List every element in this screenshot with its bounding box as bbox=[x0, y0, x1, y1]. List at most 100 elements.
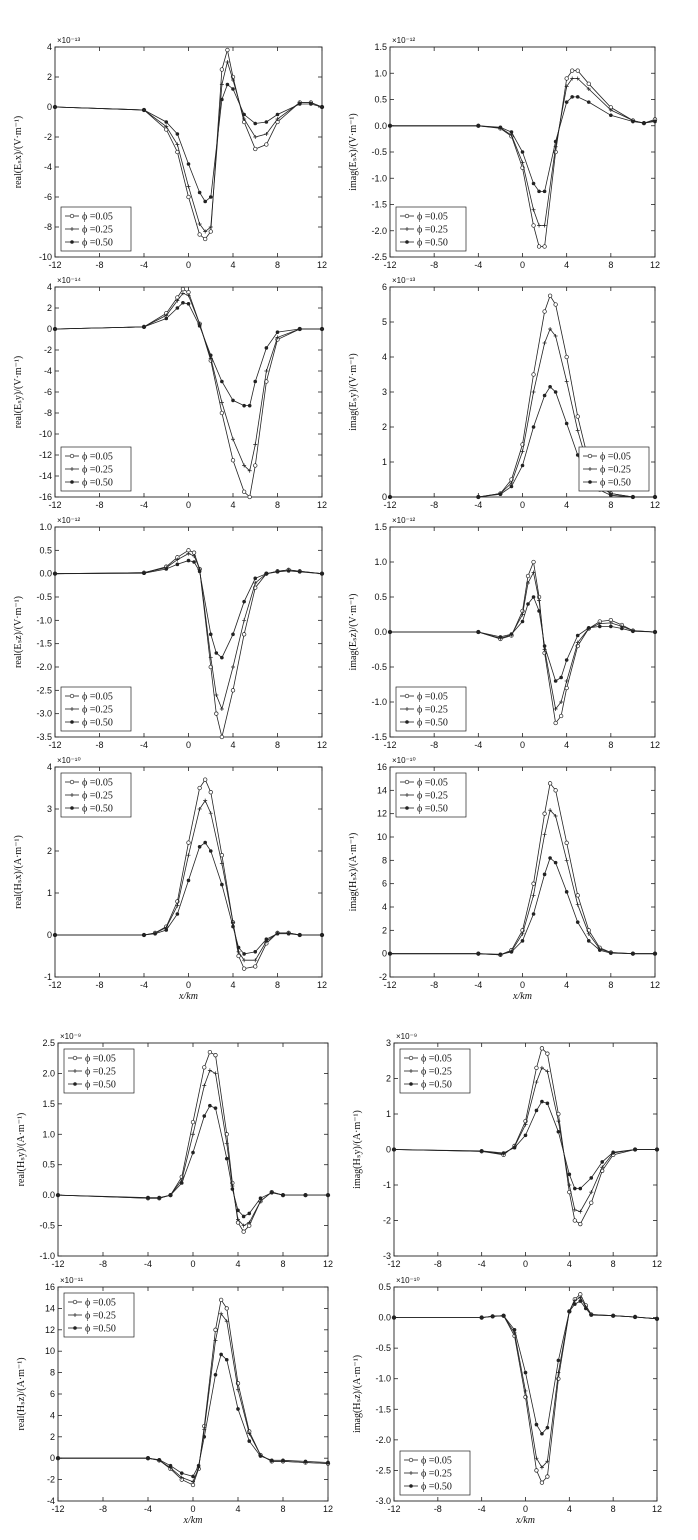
data-point bbox=[275, 335, 280, 340]
data-point bbox=[653, 630, 657, 634]
data-point bbox=[586, 100, 591, 104]
data-point bbox=[539, 1480, 545, 1485]
x-tick-label: -4 bbox=[474, 740, 482, 750]
y-tick-label: 4 bbox=[382, 352, 387, 362]
y-tick-label: 0.5 bbox=[42, 1160, 55, 1170]
data-point bbox=[197, 845, 202, 849]
data-point bbox=[534, 1108, 539, 1113]
data-point bbox=[241, 1223, 246, 1228]
data-point bbox=[545, 1069, 550, 1074]
x-tick-label: 4 bbox=[235, 1504, 240, 1514]
data-point bbox=[231, 87, 235, 91]
series-line-2 bbox=[54, 292, 322, 472]
chart-panel-11: -4 -2 0 2 4 6 8 10 12 14 16 -12 -8 -4 0 4 8 12 ×10⁻¹¹ real(… bbox=[16, 1276, 333, 1526]
x-tick-label: 12 bbox=[317, 740, 327, 750]
data-point bbox=[520, 931, 525, 936]
data-point bbox=[213, 1071, 218, 1076]
legend-label: ϕ =0.25 bbox=[417, 225, 448, 236]
data-point bbox=[479, 1149, 484, 1153]
y-tick-label: 1.0 bbox=[374, 557, 387, 567]
x-tick-label: 0 bbox=[186, 980, 191, 990]
data-point bbox=[225, 60, 230, 64]
x-axis-label: x/km bbox=[515, 1515, 535, 1526]
legend-marker bbox=[588, 467, 592, 471]
data-point bbox=[542, 244, 547, 249]
data-point bbox=[575, 95, 580, 99]
data-point bbox=[536, 244, 542, 249]
data-point bbox=[509, 950, 514, 954]
x-tick-label: -12 bbox=[383, 260, 396, 270]
data-point bbox=[197, 190, 202, 195]
y-tick-label: 2.0 bbox=[42, 1068, 55, 1078]
data-point bbox=[553, 139, 558, 144]
data-point bbox=[567, 1183, 572, 1187]
data-point bbox=[597, 624, 602, 629]
y-axis-label: imag(Hₛz)/(A·m⁻¹) bbox=[352, 1355, 363, 1433]
y-tick-label: 0 bbox=[47, 930, 52, 940]
data-point bbox=[578, 1186, 583, 1191]
y-tick-label: -6 bbox=[44, 192, 52, 202]
data-point bbox=[179, 1475, 184, 1480]
data-point bbox=[242, 599, 246, 604]
x-tick-label: -8 bbox=[430, 980, 438, 990]
data-point bbox=[142, 933, 146, 937]
data-point bbox=[220, 655, 224, 660]
data-point bbox=[164, 313, 169, 318]
legend: ϕ =0.05 ϕ =0.25 ϕ =0.50 bbox=[399, 1450, 471, 1496]
y-tick-label: 1.0 bbox=[374, 68, 387, 78]
x-tick-label: -8 bbox=[95, 500, 103, 510]
data-point bbox=[388, 123, 392, 128]
data-point bbox=[547, 293, 553, 298]
x-tick-label: 4 bbox=[564, 500, 569, 510]
x-tick-label: 12 bbox=[323, 1259, 333, 1269]
data-point bbox=[542, 811, 547, 816]
data-point bbox=[531, 559, 536, 565]
data-point bbox=[164, 316, 169, 321]
legend-marker bbox=[70, 467, 74, 471]
x-tick-label: 0 bbox=[190, 1504, 195, 1514]
data-point bbox=[208, 353, 213, 358]
x-tick-label: -8 bbox=[430, 260, 438, 270]
data-point bbox=[539, 1065, 544, 1070]
legend-marker bbox=[69, 779, 75, 785]
data-point bbox=[564, 84, 569, 89]
series-line-1 bbox=[54, 49, 323, 240]
data-point bbox=[207, 1049, 213, 1055]
series-line-3 bbox=[390, 96, 656, 192]
data-point bbox=[197, 569, 202, 574]
data-point bbox=[326, 1193, 330, 1197]
data-point bbox=[253, 576, 258, 581]
y-tick-label: 10 bbox=[45, 1346, 55, 1356]
data-point bbox=[175, 562, 180, 567]
y-tick-label: 0 bbox=[47, 102, 52, 112]
x-tick-label: 8 bbox=[275, 740, 280, 750]
x-tick-label: 4 bbox=[567, 1504, 572, 1514]
data-point bbox=[392, 1315, 396, 1320]
y-tick-label: 2 bbox=[47, 72, 52, 82]
data-point bbox=[53, 571, 57, 576]
data-point bbox=[564, 858, 569, 863]
data-point bbox=[242, 952, 246, 956]
y-tick-label: 0 bbox=[382, 492, 387, 502]
data-point bbox=[490, 1314, 495, 1319]
data-point bbox=[253, 950, 258, 954]
data-point bbox=[523, 1133, 528, 1138]
y-tick-label: -2 bbox=[44, 132, 52, 142]
data-point bbox=[572, 1207, 577, 1212]
data-point bbox=[253, 964, 258, 969]
x-tick-label: 4 bbox=[567, 1259, 572, 1269]
y-tick-label: 1.5 bbox=[374, 42, 387, 52]
data-point bbox=[191, 1132, 195, 1137]
data-point bbox=[545, 1425, 550, 1430]
data-point bbox=[186, 162, 191, 166]
legend-label: ϕ =0.25 bbox=[85, 1067, 116, 1078]
data-point bbox=[531, 390, 536, 394]
data-point bbox=[281, 1458, 285, 1463]
data-point bbox=[213, 1327, 218, 1332]
legend-label: ϕ =0.50 bbox=[82, 804, 113, 815]
legend-label: ϕ =0.50 bbox=[85, 1080, 116, 1091]
x-tick-label: 8 bbox=[275, 500, 280, 510]
data-point bbox=[224, 1306, 229, 1311]
data-point bbox=[157, 1458, 162, 1462]
data-point bbox=[509, 130, 514, 134]
